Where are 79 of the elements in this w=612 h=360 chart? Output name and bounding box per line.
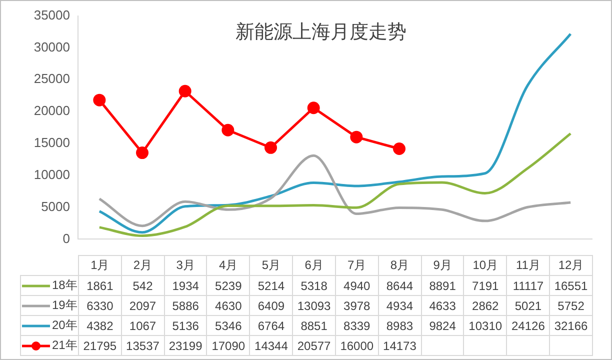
data-label: 5886 [164,296,207,316]
data-label: 8644 [378,276,422,296]
x-tick-label: 2月 [121,256,164,276]
y-tick-label: 0 [62,230,70,246]
x-tick-label: 8月 [378,256,422,276]
legend-label: 21年 [52,338,78,352]
data-label: 4382 [78,316,122,336]
x-tick-label: 9月 [421,256,464,276]
legend-label: 20年 [52,318,78,332]
point [178,84,192,98]
data-label: 4934 [378,296,422,316]
data-label: 7191 [464,276,507,296]
point [136,146,148,160]
data-label: 23199 [164,336,207,356]
y-tick-label: 10000 [34,166,70,182]
x-tick-label: 7月 [335,256,378,276]
data-label: 4940 [335,276,378,296]
x-tick-label: 6月 [292,256,336,276]
y-tick-label: 25000 [34,71,70,86]
data-label: 5346 [206,316,250,336]
data-label: 6330 [78,296,122,316]
data-label: 17090 [206,336,250,356]
data-label: 21795 [78,336,122,356]
data-label: 8983 [378,316,422,336]
data-label: 5239 [206,276,250,296]
x-tick-label: 10月 [464,256,507,276]
line-series [98,132,572,237]
x-tick-label: 1月 [78,256,122,276]
x-tick-label: 3月 [164,256,207,276]
data-label: 2097 [121,296,164,316]
data-label: 8339 [335,316,378,336]
data-label: 14173 [378,336,422,356]
data-label: 24126 [506,316,550,336]
x-tick-label: 11月 [506,256,550,276]
point [350,130,363,144]
data-label: 1934 [164,276,207,296]
data-label: 13093 [292,296,336,316]
y-tick-label: 30000 [34,39,70,54]
data-label: 20577 [292,336,336,356]
point [393,142,406,155]
data-label: 5136 [164,316,207,336]
legend-label: 19年 [52,298,78,312]
data-label: 5318 [292,276,336,296]
data-label: 1067 [121,316,164,336]
data-label: 5752 [550,296,592,316]
data-label: 2862 [464,296,507,316]
data-label: 13537 [121,336,164,356]
data-label: 8851 [292,316,336,336]
point [264,141,277,154]
data-label: 32166 [550,316,592,336]
x-tick-label: 5月 [250,256,293,276]
y-tick-label: 35000 [34,7,70,22]
data-label: 8891 [421,276,464,296]
data-label: 10310 [464,316,507,336]
y-tick-label: 5000 [41,198,70,214]
data-label: 6409 [250,296,293,316]
chart-title: 新能源上海月度走势 [234,21,408,45]
y-tick-label: 20000 [34,103,70,118]
data-label: 3978 [335,296,378,316]
data-label: 11117 [506,276,550,296]
data-label: 14344 [250,336,293,356]
data-label: 5021 [506,296,550,316]
point [222,124,234,136]
line-series [98,154,572,228]
point [93,94,106,106]
data-label: 16000 [335,336,378,356]
y-tick-label: 15000 [34,135,70,150]
data-label: 6764 [250,316,293,336]
data-label: 9824 [421,316,464,336]
data-label: 542 [121,276,164,296]
data-label: 5214 [250,276,293,296]
data-label: 4630 [206,296,250,316]
data-label: 1861 [78,276,122,296]
data-label: 16551 [550,276,592,296]
x-tick-label: 4月 [206,256,250,276]
legend-label: 18年 [52,278,78,292]
x-tick-label: 12月 [550,256,592,276]
data-label: 4633 [421,296,464,316]
point [307,102,320,114]
